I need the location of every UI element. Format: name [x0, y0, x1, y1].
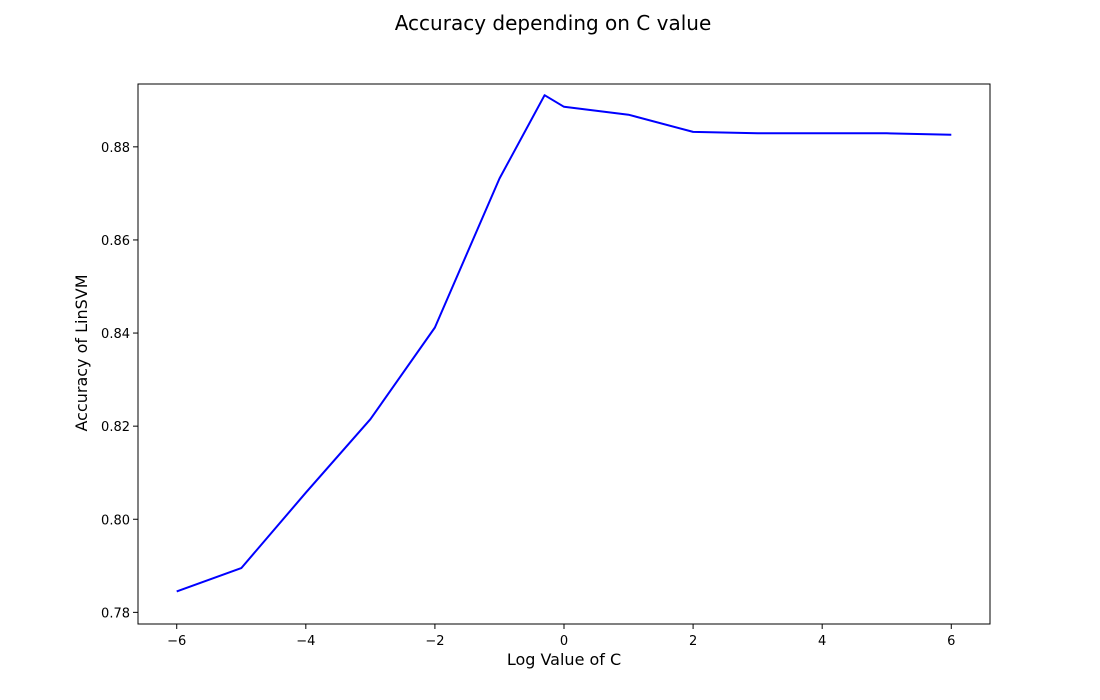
series-line-accuracy	[176, 94, 952, 593]
x-tick-label: −4	[296, 634, 315, 649]
x-tick-label: 6	[947, 634, 955, 649]
x-tick-label: −2	[425, 634, 444, 649]
y-tick-label: 0.84	[101, 327, 130, 342]
x-tick-label: 2	[689, 634, 697, 649]
plot-area: −6 −4 −2 0 2 4 6 0.78 0.80 0.82 0.84 0.86 0.88	[101, 83, 991, 649]
x-tick-label: 4	[818, 634, 826, 649]
x-tick-label: 0	[560, 634, 568, 649]
y-tick-label: 0.82	[101, 420, 130, 435]
y-axis-label: Accuracy of LinSVM	[72, 274, 91, 431]
y-tick-label: 0.86	[101, 234, 130, 249]
x-axis-label: Log Value of C	[507, 650, 621, 669]
y-tick-label: 0.78	[101, 606, 130, 621]
x-tick-label: −6	[167, 634, 186, 649]
y-tick-label: 0.80	[101, 513, 130, 528]
chart-title: Accuracy depending on C value	[395, 11, 712, 35]
plot-frame	[137, 83, 991, 625]
y-tick-label: 0.88	[101, 141, 130, 156]
